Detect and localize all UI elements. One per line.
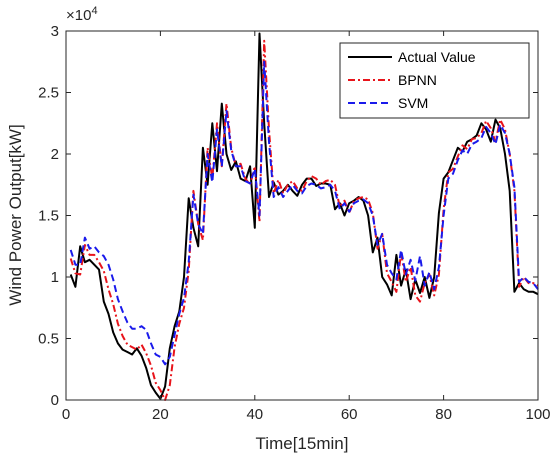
series-lines [69, 32, 539, 401]
series-line-bpnn [69, 39, 539, 401]
y-tick-label: 2 [51, 146, 59, 163]
series-line-svm [69, 60, 539, 366]
x-axis-ticks: 0 20 40 60 80 100 [62, 31, 550, 423]
legend-item-bpnn: BPNN [348, 72, 437, 88]
x-tick-label: 80 [435, 406, 452, 423]
y-tick-label: 0.5 [38, 331, 59, 348]
y-axis-label: Wind Power Output[kW] [6, 124, 25, 305]
y-multiplier-base: ×10 [66, 7, 91, 24]
y-tick-label: 2.5 [38, 85, 59, 102]
x-axis-label: Time[15min] [256, 434, 349, 453]
x-tick-label: 0 [62, 406, 70, 423]
legend-box [339, 42, 530, 119]
legend-item-svm: SVM [348, 95, 428, 111]
legend-item-actual-value: Actual Value [348, 49, 476, 65]
x-tick-label: 100 [525, 406, 550, 423]
y-tick-label: 1 [51, 269, 59, 286]
legend-label: Actual Value [398, 49, 476, 65]
y-tick-label: 3 [51, 23, 59, 40]
y-tick-label: 1.5 [38, 208, 59, 225]
y-tick-label: 0 [51, 392, 59, 409]
legend: Actual Value BPNN SVM [339, 42, 530, 119]
x-tick-label: 60 [341, 406, 358, 423]
y-multiplier-exponent: 4 [91, 5, 97, 17]
x-tick-label: 20 [152, 406, 169, 423]
x-tick-label: 40 [246, 406, 263, 423]
legend-label: BPNN [398, 72, 437, 88]
y-axis-ticks: 0 0.5 1 1.5 2 2.5 3 [38, 23, 538, 409]
y-axis-multiplier: ×104 [66, 5, 98, 24]
legend-label: SVM [398, 95, 428, 111]
